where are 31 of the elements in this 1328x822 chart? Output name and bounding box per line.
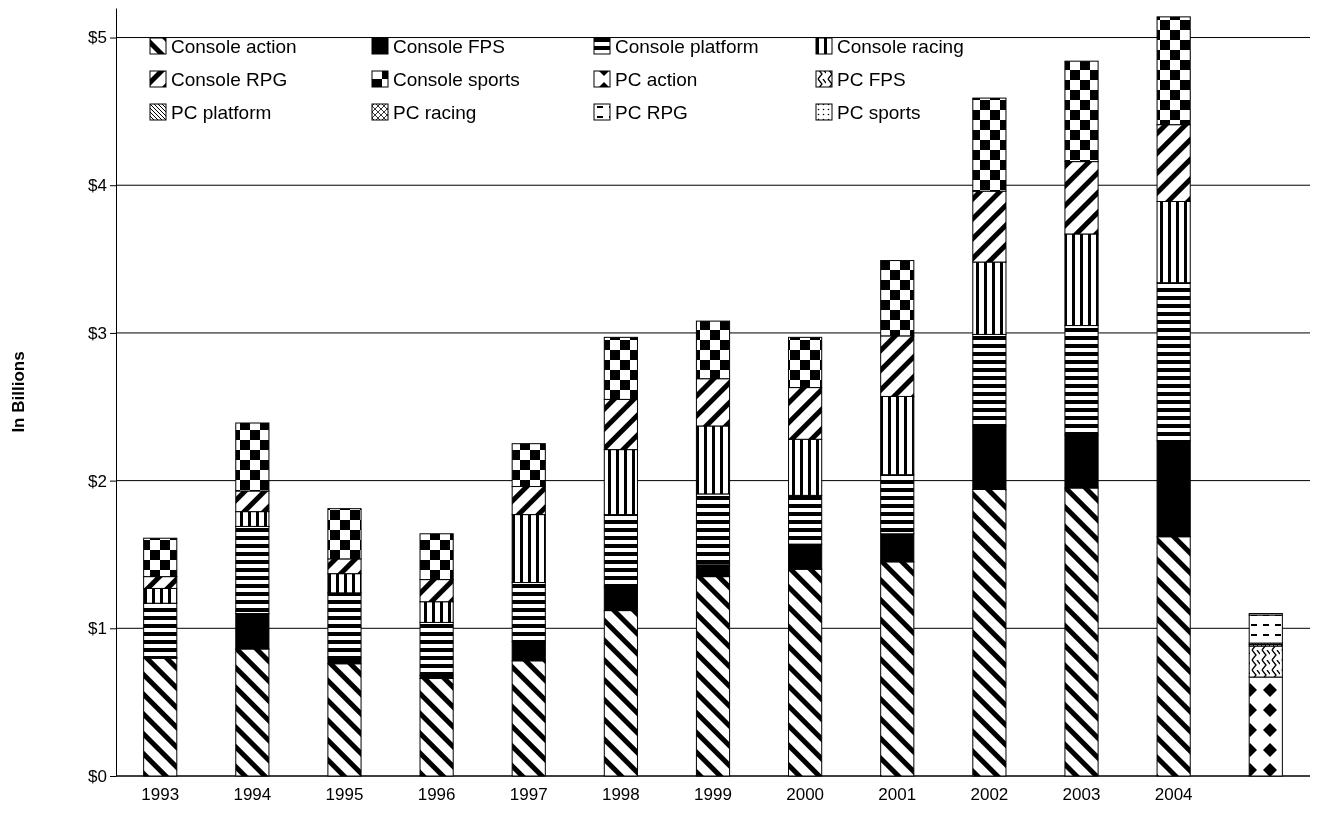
legend-label: PC action bbox=[615, 68, 698, 90]
x-tick-label: 2004 bbox=[1154, 785, 1193, 805]
x-tick-label: 1999 bbox=[694, 785, 732, 805]
x-tick-label: 2003 bbox=[1062, 785, 1101, 805]
x-tick-label: 1995 bbox=[325, 785, 364, 805]
legend-label: Console action bbox=[171, 35, 297, 57]
legend-label: Console FPS bbox=[393, 35, 505, 57]
legend-label: PC RPG bbox=[615, 101, 688, 123]
y-axis-title: In Billions bbox=[9, 351, 28, 433]
y-tick-label: $0 bbox=[88, 766, 107, 786]
x-tick-label: 1997 bbox=[509, 785, 548, 805]
legend-label: Console platform bbox=[615, 35, 759, 57]
legend-label: Console sports bbox=[393, 68, 520, 90]
y-tick-label: $2 bbox=[88, 471, 107, 491]
legend-label: PC platform bbox=[171, 101, 272, 123]
x-tick-label: 2000 bbox=[786, 785, 825, 805]
x-tick-label: 2001 bbox=[878, 785, 917, 805]
x-tick-label: 1994 bbox=[233, 785, 272, 805]
x-tick-label: 1993 bbox=[141, 785, 180, 805]
y-tick-label: $5 bbox=[88, 28, 107, 48]
y-tick-label: $4 bbox=[88, 176, 107, 196]
legend-label: PC sports bbox=[837, 101, 921, 123]
x-tick-label: 1996 bbox=[417, 785, 456, 805]
legend-label: PC racing bbox=[393, 101, 477, 123]
legend-label: Console racing bbox=[837, 35, 964, 57]
y-tick-label: $3 bbox=[88, 323, 107, 343]
legend-label: Console RPG bbox=[171, 68, 288, 90]
legend-label: PC FPS bbox=[837, 68, 906, 90]
x-tick-label: 2002 bbox=[970, 785, 1009, 805]
x-tick-label: 1998 bbox=[601, 785, 640, 805]
y-tick-label: $1 bbox=[88, 619, 107, 639]
